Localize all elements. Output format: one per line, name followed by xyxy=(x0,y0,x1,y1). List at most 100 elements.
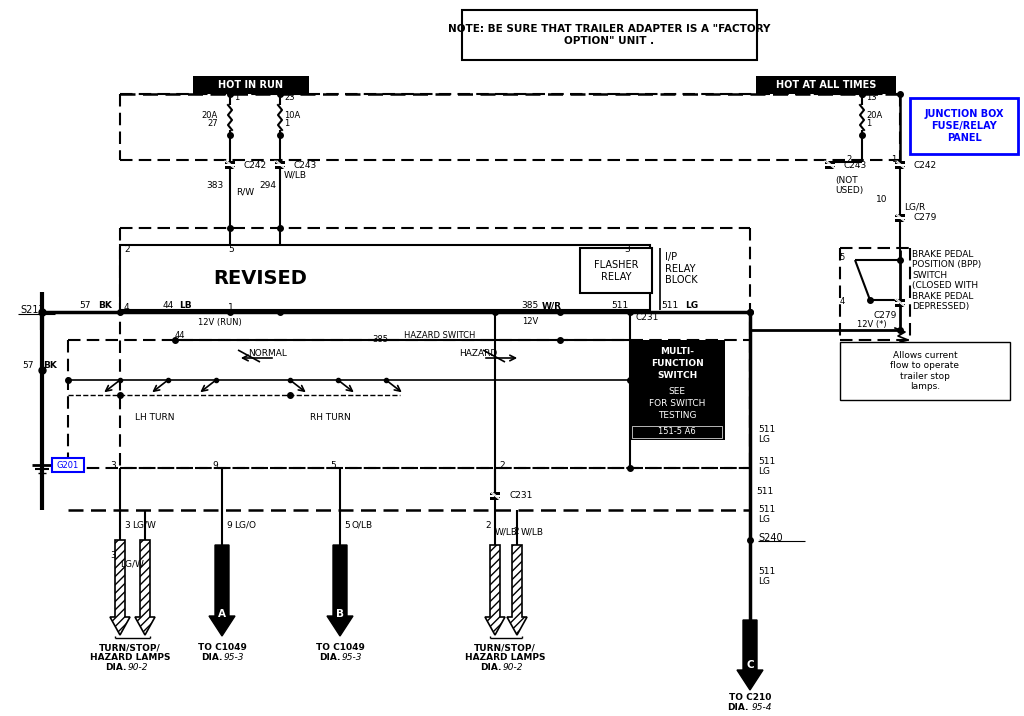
Text: DIA.: DIA. xyxy=(319,654,341,662)
Text: 1: 1 xyxy=(284,119,289,127)
Text: DIA.: DIA. xyxy=(202,654,222,662)
Text: BRAKE PEDAL
POSITION (BPP)
SWITCH
(CLOSED WITH
BRAKE PEDAL
DEPRESSED): BRAKE PEDAL POSITION (BPP) SWITCH (CLOSE… xyxy=(912,250,981,311)
Polygon shape xyxy=(507,545,527,635)
Text: 27: 27 xyxy=(208,119,218,127)
Bar xyxy=(462,10,757,60)
Text: 20A: 20A xyxy=(202,110,218,120)
Text: C231: C231 xyxy=(509,491,532,500)
Bar xyxy=(756,76,896,94)
Text: 3: 3 xyxy=(111,462,116,470)
Text: 511: 511 xyxy=(758,505,775,515)
Text: SWITCH: SWITCH xyxy=(656,372,697,380)
Text: I/P
RELAY
BLOCK: I/P RELAY BLOCK xyxy=(665,252,697,285)
Text: DIA.: DIA. xyxy=(727,704,749,712)
Text: 23: 23 xyxy=(284,94,295,102)
Text: 5: 5 xyxy=(331,462,336,470)
Text: 4: 4 xyxy=(840,298,845,306)
Bar xyxy=(895,161,905,164)
Text: S217: S217 xyxy=(20,305,45,315)
Bar xyxy=(895,304,905,307)
Bar xyxy=(632,426,722,438)
Text: 95-4: 95-4 xyxy=(752,704,772,712)
Text: TO C1049: TO C1049 xyxy=(315,644,365,652)
Text: W/R: W/R xyxy=(542,301,562,311)
Text: HAZARD LAMPS: HAZARD LAMPS xyxy=(90,654,170,662)
Text: HOT AT ALL TIMES: HOT AT ALL TIMES xyxy=(776,80,877,90)
Text: 13: 13 xyxy=(866,94,877,102)
Text: LG: LG xyxy=(758,435,770,445)
Text: HAZARD SWITCH: HAZARD SWITCH xyxy=(404,332,476,341)
Text: NOTE: BE SURE THAT TRAILER ADAPTER IS A "FACTORY
OPTION" UNIT .: NOTE: BE SURE THAT TRAILER ADAPTER IS A … xyxy=(447,24,770,46)
Text: 44: 44 xyxy=(163,301,174,311)
Text: 95-3: 95-3 xyxy=(224,654,245,662)
Text: BK: BK xyxy=(98,301,112,311)
Polygon shape xyxy=(485,545,505,635)
Text: HAZARD LAMPS: HAZARD LAMPS xyxy=(465,654,545,662)
Polygon shape xyxy=(110,540,130,635)
Text: C242: C242 xyxy=(244,160,267,170)
Text: LG/W: LG/W xyxy=(132,521,156,530)
Text: REVISED: REVISED xyxy=(213,268,307,288)
Text: HAZARD: HAZARD xyxy=(459,349,497,359)
Text: 57: 57 xyxy=(79,301,91,311)
Text: W/LB: W/LB xyxy=(495,528,518,536)
Text: 385: 385 xyxy=(372,336,388,344)
Text: 10: 10 xyxy=(876,195,887,205)
Text: 1: 1 xyxy=(228,304,233,312)
Text: TESTING: TESTING xyxy=(657,412,696,420)
Text: 90-2: 90-2 xyxy=(128,664,148,672)
Text: USED): USED) xyxy=(835,185,863,195)
Text: 385: 385 xyxy=(521,301,539,311)
Text: LG: LG xyxy=(758,578,770,586)
Bar xyxy=(632,426,722,438)
Text: 2: 2 xyxy=(499,462,505,470)
Text: C242: C242 xyxy=(914,160,937,170)
Text: 5: 5 xyxy=(840,253,845,263)
Bar xyxy=(895,166,905,169)
Text: 294: 294 xyxy=(259,180,276,190)
Bar xyxy=(580,248,652,293)
Text: LG/W: LG/W xyxy=(120,559,144,569)
Text: SEE: SEE xyxy=(669,387,685,397)
Bar xyxy=(275,161,285,164)
Text: DIA.: DIA. xyxy=(105,664,127,672)
Text: W/LB: W/LB xyxy=(521,528,544,536)
Bar xyxy=(630,340,725,440)
Text: HOT IN RUN: HOT IN RUN xyxy=(218,80,284,90)
Text: 1: 1 xyxy=(234,94,240,102)
Text: 9: 9 xyxy=(212,462,218,470)
Text: TO C1049: TO C1049 xyxy=(198,644,247,652)
Text: 4: 4 xyxy=(124,304,130,312)
Bar xyxy=(275,166,285,169)
Text: S240: S240 xyxy=(758,533,782,543)
Text: FLASHER
RELAY: FLASHER RELAY xyxy=(594,260,638,282)
Text: C231: C231 xyxy=(635,314,658,322)
Text: 90-2: 90-2 xyxy=(503,664,523,672)
Text: W/LB: W/LB xyxy=(284,170,307,180)
Text: JUNCTION BOX
FUSE/RELAY
PANEL: JUNCTION BOX FUSE/RELAY PANEL xyxy=(925,110,1004,142)
Text: RH TURN: RH TURN xyxy=(309,414,350,422)
Text: 3: 3 xyxy=(111,551,116,559)
Text: TO C210: TO C210 xyxy=(729,694,771,702)
Text: (NOT: (NOT xyxy=(835,175,858,185)
Text: 2: 2 xyxy=(124,244,130,253)
Polygon shape xyxy=(737,620,763,690)
Bar xyxy=(825,166,835,169)
Bar xyxy=(895,299,905,302)
Text: LG/R: LG/R xyxy=(904,203,926,211)
Bar xyxy=(490,497,500,500)
Text: 10A: 10A xyxy=(284,110,300,120)
Text: 511: 511 xyxy=(758,568,775,576)
Text: MULTI-: MULTI- xyxy=(660,347,694,357)
Text: 151-5 A6: 151-5 A6 xyxy=(658,427,696,437)
Text: LH TURN: LH TURN xyxy=(135,414,175,422)
Text: 20A: 20A xyxy=(866,110,883,120)
Text: A: A xyxy=(218,609,226,619)
Bar xyxy=(895,214,905,217)
Text: FUNCTION: FUNCTION xyxy=(650,359,703,369)
Text: 5: 5 xyxy=(228,244,233,253)
Text: DIA.: DIA. xyxy=(480,664,502,672)
Bar xyxy=(840,342,1010,400)
Text: TURN/STOP/: TURN/STOP/ xyxy=(99,644,161,652)
Bar xyxy=(225,166,234,169)
